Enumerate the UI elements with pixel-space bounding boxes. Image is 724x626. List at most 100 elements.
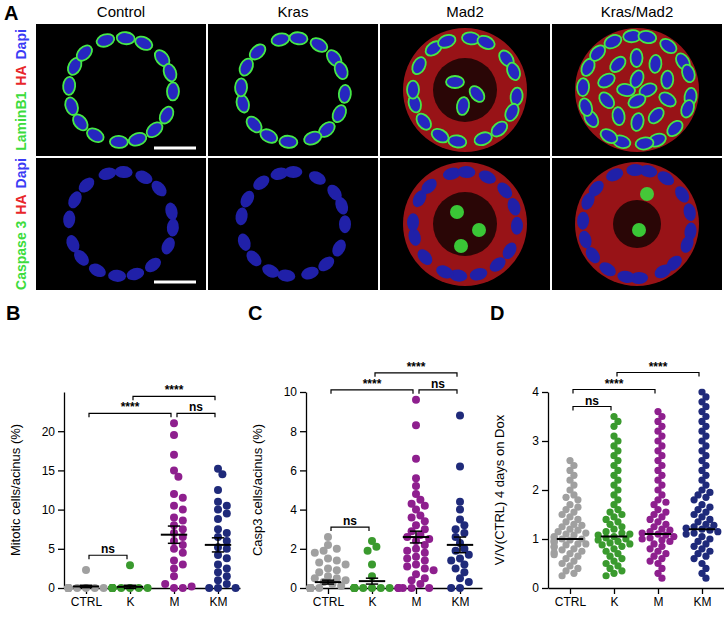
nucleus xyxy=(315,254,337,275)
data-point xyxy=(456,506,464,514)
nucleus xyxy=(598,126,620,146)
nucleus xyxy=(597,259,619,279)
error-cap xyxy=(410,530,422,532)
micrograph xyxy=(552,24,722,156)
y-axis: 01234 xyxy=(532,385,548,595)
nucleus xyxy=(244,114,265,135)
data-point xyxy=(412,560,420,568)
nucleus xyxy=(415,246,436,268)
error-bar xyxy=(415,531,417,543)
tick-label: 4 xyxy=(532,385,539,399)
data-point xyxy=(306,584,314,592)
data-point xyxy=(658,536,665,543)
error-cap xyxy=(168,543,180,545)
y-axis-title: Mitotic cells/acinus (%) xyxy=(8,424,23,556)
data-point xyxy=(170,584,178,592)
data-point xyxy=(456,412,464,420)
tick-mark xyxy=(542,441,548,442)
nucleus xyxy=(244,248,265,269)
nucleus xyxy=(680,63,697,84)
error-cap xyxy=(322,579,334,581)
data-point xyxy=(337,582,345,590)
tick-mark xyxy=(300,392,306,393)
data-point xyxy=(666,538,673,545)
significance-label: ns xyxy=(585,394,599,408)
mean-line xyxy=(645,533,671,535)
data-point xyxy=(460,560,468,568)
ha-stain xyxy=(403,28,527,152)
data-point xyxy=(599,541,606,548)
panel-letter: C xyxy=(248,302,262,324)
tick: 20 xyxy=(42,425,64,439)
nucleus xyxy=(577,78,590,97)
data-point xyxy=(311,574,319,582)
nucleus xyxy=(108,269,127,282)
data-point xyxy=(64,584,72,592)
data-point xyxy=(223,510,231,518)
data-point xyxy=(306,584,314,592)
tick: 0 xyxy=(48,581,64,595)
nucleus xyxy=(74,43,95,64)
data-point xyxy=(350,584,358,592)
tick-label: 4 xyxy=(290,503,297,517)
data-point xyxy=(702,494,709,501)
data-point xyxy=(100,584,108,592)
data-point xyxy=(306,584,314,592)
tick-mark xyxy=(58,588,64,589)
significance-label: **** xyxy=(165,383,184,397)
data-point xyxy=(425,584,433,592)
data-point xyxy=(306,584,314,592)
tick-label: 2 xyxy=(532,483,539,497)
data-point xyxy=(602,572,609,579)
data-point xyxy=(306,584,314,592)
channel-name: HA xyxy=(13,194,29,214)
data-point xyxy=(460,529,468,537)
tick-mark xyxy=(300,549,306,550)
data-point xyxy=(324,564,332,572)
tick-label: M xyxy=(412,595,422,609)
tick-label: 5 xyxy=(48,542,55,556)
nucleus xyxy=(277,268,296,282)
tick: 3 xyxy=(532,434,548,448)
data-point xyxy=(214,584,222,592)
nucleus xyxy=(616,269,636,284)
data-point xyxy=(179,494,187,502)
data-point xyxy=(714,528,721,535)
nucleus xyxy=(410,55,429,77)
error-bar xyxy=(173,526,175,543)
mean-line xyxy=(73,585,99,587)
nucleus xyxy=(308,35,330,54)
nucleus xyxy=(473,130,494,148)
nucleus xyxy=(436,33,457,51)
data-point xyxy=(558,511,565,518)
significance-label: ns xyxy=(101,542,115,556)
tick: CTRL xyxy=(555,588,587,609)
data-point xyxy=(306,584,314,592)
nucleus xyxy=(289,31,308,45)
tick-label: CTRL xyxy=(71,595,103,609)
error-cap xyxy=(80,587,92,589)
data-point xyxy=(456,498,464,506)
data-point xyxy=(82,566,90,574)
nucleus xyxy=(487,254,509,275)
data-point xyxy=(618,523,625,530)
ha-stain xyxy=(403,162,527,286)
data-point xyxy=(161,580,169,588)
data-point xyxy=(306,584,314,592)
data-point xyxy=(452,525,460,533)
data-point xyxy=(324,533,332,541)
data-point xyxy=(403,547,411,555)
nucleus xyxy=(672,184,692,206)
data-point xyxy=(690,530,697,537)
data-point xyxy=(108,584,116,592)
data-point xyxy=(408,584,416,592)
column-title: Kras/Mad2 xyxy=(601,3,674,20)
nucleus xyxy=(62,76,75,95)
caspase-signal xyxy=(472,223,486,237)
nucleus xyxy=(302,129,323,147)
data-point xyxy=(108,584,116,592)
nucleus xyxy=(505,196,522,217)
tick-mark xyxy=(702,588,703,594)
nucleus xyxy=(434,263,455,281)
nucleus xyxy=(448,134,468,149)
